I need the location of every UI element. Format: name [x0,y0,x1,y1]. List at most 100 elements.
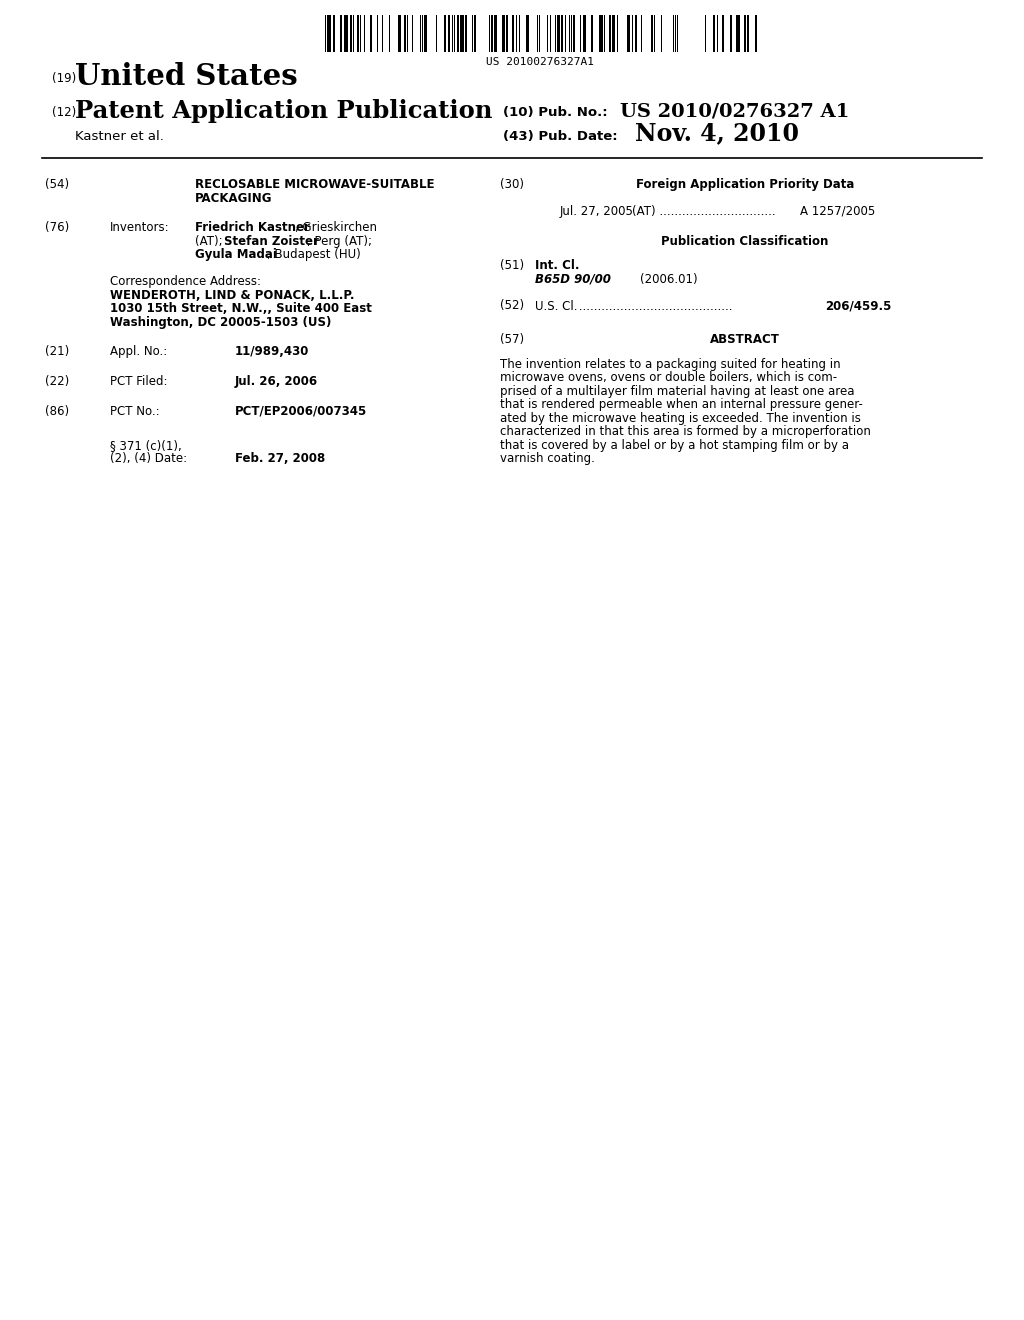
Bar [444,15,446,51]
Text: that is rendered permeable when an internal pressure gener-: that is rendered permeable when an inter… [500,399,863,411]
Text: A 1257/2005: A 1257/2005 [800,205,876,218]
Bar [573,15,575,51]
Text: (21): (21) [45,346,70,359]
Bar [583,15,586,51]
Bar [609,15,611,51]
Text: (22): (22) [45,375,70,388]
Bar [333,15,335,51]
Text: , Grieskirchen: , Grieskirchen [295,222,377,234]
Bar [730,15,732,51]
Text: Gyula Madai: Gyula Madai [195,248,276,261]
Bar [490,15,493,51]
Bar [713,15,715,51]
Text: (12): (12) [52,106,76,119]
Text: 206/459.5: 206/459.5 [825,300,891,313]
Bar [357,15,359,51]
Text: US 2010/0276327 A1: US 2010/0276327 A1 [620,102,849,120]
Bar [561,15,563,51]
Text: characterized in that this area is formed by a microperforation: characterized in that this area is forme… [500,425,870,438]
Bar [599,15,603,51]
Bar [746,15,749,51]
Text: microwave ovens, ovens or double boilers, which is com-: microwave ovens, ovens or double boilers… [500,371,838,384]
Text: varnish coating.: varnish coating. [500,451,595,465]
Text: (AT);: (AT); [195,235,226,248]
Text: United States: United States [75,62,298,91]
Bar [494,15,497,51]
Bar [344,15,348,51]
Text: Washington, DC 20005-1503 (US): Washington, DC 20005-1503 (US) [110,315,332,329]
Bar [340,15,342,51]
Text: PCT/EP2006/007345: PCT/EP2006/007345 [234,405,368,418]
Text: § 371 (c)(1),: § 371 (c)(1), [110,438,181,451]
Bar [474,15,476,51]
Bar [722,15,724,51]
Text: that is covered by a label or by a hot stamping film or by a: that is covered by a label or by a hot s… [500,438,849,451]
Bar [350,15,352,51]
Text: Jul. 27, 2005: Jul. 27, 2005 [560,205,634,218]
Text: (57): (57) [500,333,524,346]
Text: (54): (54) [45,178,70,191]
Text: (43) Pub. Date:: (43) Pub. Date: [503,129,617,143]
Bar [449,15,450,51]
Text: (30): (30) [500,178,524,191]
Text: Nov. 4, 2010: Nov. 4, 2010 [635,121,799,145]
Bar [502,15,505,51]
Text: , Perg (AT);: , Perg (AT); [307,235,372,248]
Text: RECLOSABLE MICROWAVE-SUITABLE: RECLOSABLE MICROWAVE-SUITABLE [195,178,434,191]
Text: B65D 90/00: B65D 90/00 [535,272,611,285]
Text: Foreign Application Priority Data: Foreign Application Priority Data [636,178,854,191]
Bar [736,15,740,51]
Text: (51): (51) [500,259,524,272]
Text: (52): (52) [500,300,524,313]
Bar [327,15,331,51]
Text: US 20100276327A1: US 20100276327A1 [486,57,594,67]
Text: PACKAGING: PACKAGING [195,191,272,205]
Bar [755,15,757,51]
Text: Friedrich Kastner: Friedrich Kastner [195,222,310,234]
Bar [506,15,508,51]
Text: PCT No.:: PCT No.: [110,405,160,418]
Bar [460,15,464,51]
Text: Kastner et al.: Kastner et al. [75,129,164,143]
Text: (86): (86) [45,405,70,418]
Bar [424,15,427,51]
Text: , Budapest (HU): , Budapest (HU) [267,248,360,261]
Text: The invention relates to a packaging suited for heating in: The invention relates to a packaging sui… [500,358,841,371]
Bar [526,15,529,51]
Text: (10) Pub. No.:: (10) Pub. No.: [503,106,607,119]
Text: WENDEROTH, LIND & PONACK, L.L.P.: WENDEROTH, LIND & PONACK, L.L.P. [110,289,354,302]
Text: (AT) ...............................: (AT) ............................... [632,205,775,218]
Text: .........................................: ........................................… [575,300,732,313]
Text: (2006.01): (2006.01) [640,272,697,285]
Bar [635,15,637,51]
Bar [398,15,401,51]
Text: Publication Classification: Publication Classification [662,235,828,248]
Text: Stefan Zoister: Stefan Zoister [224,235,318,248]
Text: 1030 15th Street, N.W.,, Suite 400 East: 1030 15th Street, N.W.,, Suite 400 East [110,302,372,315]
Bar [370,15,372,51]
Text: (2), (4) Date:: (2), (4) Date: [110,451,187,465]
Bar [404,15,406,51]
Bar [744,15,746,51]
Text: Feb. 27, 2008: Feb. 27, 2008 [234,451,326,465]
Text: Correspondence Address:: Correspondence Address: [110,275,261,288]
Bar [627,15,630,51]
Text: ated by the microwave heating is exceeded. The invention is: ated by the microwave heating is exceede… [500,412,861,425]
Bar [612,15,615,51]
Bar [465,15,467,51]
Text: ABSTRACT: ABSTRACT [710,333,780,346]
Text: Int. Cl.: Int. Cl. [535,259,580,272]
Bar [512,15,514,51]
Text: Jul. 26, 2006: Jul. 26, 2006 [234,375,318,388]
Bar [457,15,459,51]
Text: (76): (76) [45,222,70,234]
Text: prised of a multilayer film material having at least one area: prised of a multilayer film material hav… [500,384,854,397]
Bar [651,15,653,51]
Text: (19): (19) [52,73,76,84]
Text: 11/989,430: 11/989,430 [234,346,309,359]
Text: Inventors:: Inventors: [110,222,170,234]
Bar [557,15,560,51]
Text: Appl. No.:: Appl. No.: [110,346,167,359]
Text: PCT Filed:: PCT Filed: [110,375,168,388]
Text: U.S. Cl.: U.S. Cl. [535,300,578,313]
